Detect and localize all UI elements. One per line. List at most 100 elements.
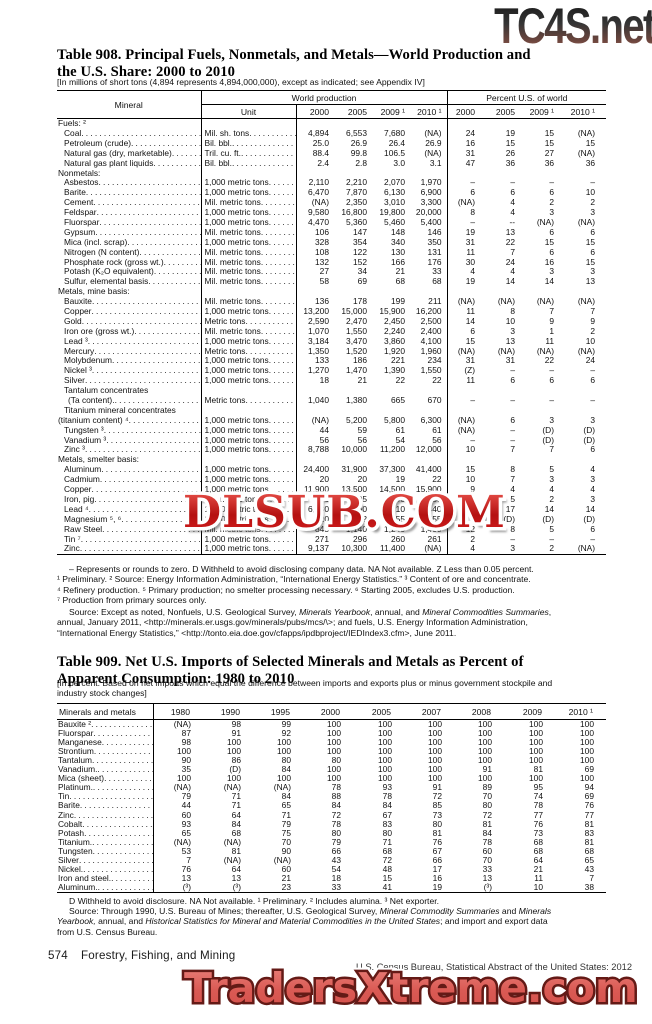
- year-value: 100: [580, 729, 594, 739]
- year-value: 100: [327, 765, 341, 775]
- mineral-label: Iron and steel.: [57, 874, 153, 883]
- mineral-row: Petroleum (crude)Bil. bbl.25.0 26.9 26.4 26…: [57, 138, 606, 149]
- section-row: Metals, mine basis:: [57, 287, 606, 298]
- pct-value: 16: [446, 138, 487, 149]
- world-value: 37,300: [379, 465, 405, 475]
- mineral-label: Mercury: [57, 346, 201, 356]
- year-value: 13: [231, 873, 241, 883]
- year-value: 81: [533, 765, 543, 775]
- table908-year-header-row: Unit 2000 2005 2009 ¹ 2010 ¹ 2000 2005 2…: [57, 104, 607, 119]
- pct-value: 8: [446, 208, 487, 218]
- dot-leader: [269, 465, 296, 475]
- world-value: 2,210: [346, 178, 367, 188]
- dot-leader: [84, 829, 152, 838]
- year-value: 68: [533, 837, 543, 847]
- world-value: 122: [353, 247, 367, 257]
- year-value: 100: [478, 719, 492, 730]
- pct-value: 3: [590, 475, 596, 485]
- mineral-row: Nickel ³1,000 metric tons1,270 1,470 1,390…: [57, 366, 606, 377]
- pct-value: 6: [549, 376, 555, 386]
- mineral-row: Asbestos1,000 metric tons2,110 2,210 2,070…: [57, 178, 606, 189]
- pct-value: 6: [446, 188, 487, 199]
- year-value: 33: [482, 864, 492, 874]
- pct-value: –: [549, 366, 555, 376]
- year-value: 66: [432, 855, 442, 865]
- mineral-row: Copper1,000 metric tons11,900 13,500 14,50…: [57, 484, 606, 495]
- pct-value: 15: [446, 336, 487, 347]
- year-value: 100: [529, 729, 543, 739]
- dot-leader: [261, 297, 296, 307]
- footnote-line: ¹ Preliminary. ² Source: Energy Informat…: [57, 574, 531, 585]
- year-value: 70: [281, 837, 291, 847]
- year-value: 76: [584, 801, 594, 811]
- unit-cell: 1,000 metric tons: [200, 484, 296, 495]
- year-value: 65: [584, 855, 594, 865]
- mineral-row: Manganese98 100 100 100 100 100 100 100 100: [57, 738, 606, 748]
- unit-cell: Metric tons: [200, 346, 296, 357]
- year-value: 100: [428, 729, 442, 739]
- dot-leader: [91, 720, 152, 729]
- world-value: 3,860: [384, 336, 405, 346]
- world-value: 2,450: [384, 316, 405, 326]
- pct-value: 30: [446, 257, 487, 268]
- world-value: 261: [427, 534, 442, 544]
- world-value: 22: [432, 376, 442, 386]
- pct-value: 3: [510, 326, 516, 336]
- world-value: [372, 386, 410, 396]
- pct-value: –: [549, 178, 555, 188]
- pct-value: 17: [505, 504, 516, 514]
- world-value: 4,100: [420, 336, 442, 346]
- mineral-label: Iron ore (gross wt.): [57, 327, 201, 337]
- mineral-label: Tantalum: [57, 756, 153, 765]
- pct-value: [565, 406, 606, 416]
- pct-value: (D): [583, 435, 596, 445]
- pct-value: 4: [510, 267, 516, 277]
- pct-value: (D): [542, 425, 555, 435]
- year-value: 68: [533, 846, 543, 856]
- pct-value: 13: [505, 336, 516, 346]
- dot-leader: [101, 465, 200, 475]
- page-footer-left: 574 Forestry, Fishing, and Mining: [48, 949, 235, 962]
- pct-value: (NA): [536, 217, 555, 227]
- mineral-label: Molybdenum: [57, 356, 201, 366]
- year-value: 86: [231, 756, 241, 766]
- world-value: 2,350: [346, 198, 367, 208]
- year-value: 100: [580, 719, 594, 730]
- mineral-label: Copper: [57, 307, 201, 317]
- pct-value: 6: [590, 376, 596, 386]
- year-value: 100: [277, 747, 291, 757]
- world-value: 130: [391, 247, 405, 257]
- dot-leader: [261, 198, 296, 208]
- world-value: 136: [295, 297, 334, 307]
- world-value: 25.0: [295, 138, 334, 149]
- mineral-row: Iron ore (gross wt.)Mil. metric tons1,07…: [57, 326, 606, 337]
- pct-value: 16: [544, 257, 555, 267]
- mineral-label: Aluminum.: [57, 883, 153, 893]
- pct-value: 31: [446, 148, 487, 159]
- dot-leader: [139, 248, 200, 258]
- mineral-label: Gypsum: [57, 228, 201, 238]
- world-value: 6,470: [295, 188, 334, 199]
- mineral-row: Barite44 71 65 84 84 85 80 78 76: [57, 801, 606, 811]
- world-value: 665: [391, 395, 405, 406]
- pct-value: 10: [505, 316, 516, 326]
- year-value: 100: [378, 729, 392, 739]
- pct-value: [446, 168, 487, 179]
- world-value: 147: [353, 227, 367, 237]
- world-value: 1,140: [346, 524, 367, 534]
- footnote-line: ⁷ Production from primary sources only.: [57, 595, 207, 606]
- year-value: 33: [331, 882, 341, 892]
- pct-value: (D): [542, 435, 555, 445]
- world-value: 9,137: [295, 544, 334, 555]
- world-value: 58: [295, 277, 334, 288]
- pct-value: 15: [585, 138, 596, 148]
- pct-value: 6: [549, 188, 555, 198]
- mineral-row: Fluorspar1,000 metric tons4,470 5,360 5,46…: [57, 217, 606, 228]
- dot-leader: [89, 505, 201, 515]
- mineral-row: GoldMetric tons2,590 2,470 2,450 2,500 14 10 9…: [57, 316, 606, 327]
- world-value: 2,110: [295, 178, 334, 189]
- world-value: 27: [295, 267, 334, 278]
- world-value: 350: [427, 237, 442, 247]
- pct-value: [446, 118, 487, 129]
